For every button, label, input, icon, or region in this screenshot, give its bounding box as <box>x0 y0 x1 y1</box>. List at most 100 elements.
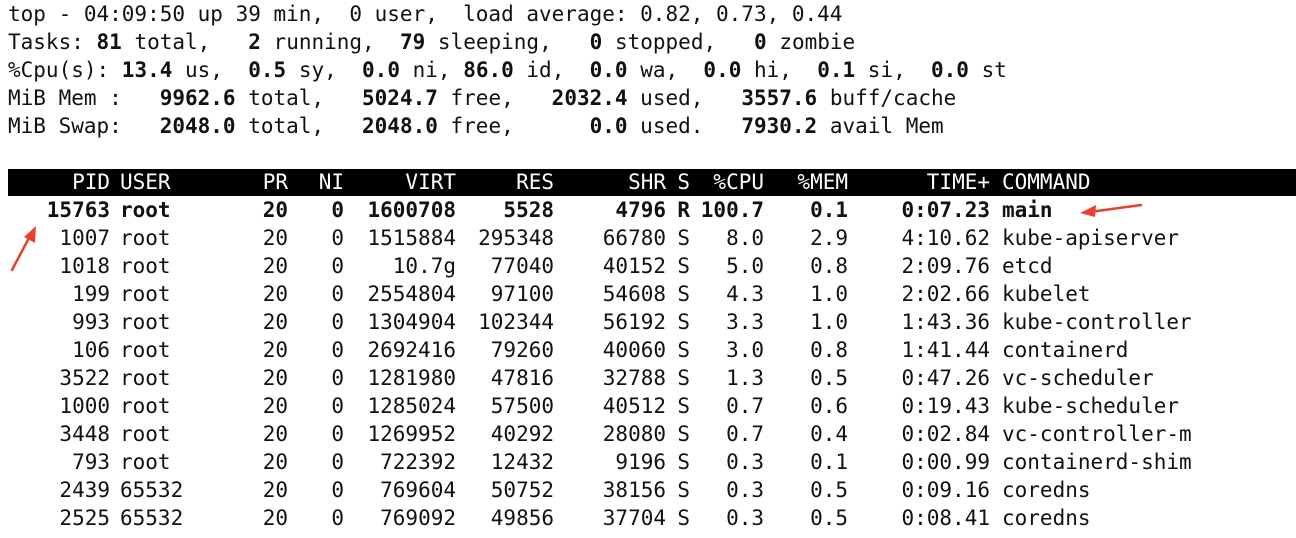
process-row[interactable]: 2439 65532 20 0 769604 50752 38156 S 0.3 0.5 0:09.… <box>8 476 1296 504</box>
swap-avail-mem: 7930.2 <box>741 114 818 138</box>
process-row[interactable]: 1000 root 20 0 1285024 57500 40512 S 0.7 0.6 0:19.… <box>8 392 1296 420</box>
process-time: 1:43.36 <box>901 310 990 334</box>
process-command: kube-controller <box>1002 310 1192 334</box>
process-priority: 20 <box>262 310 288 334</box>
cpu-st-label: st <box>968 58 1007 82</box>
process-res: 47816 <box>490 366 554 390</box>
cpu-us: 13.4 <box>121 58 173 82</box>
process-user: root <box>120 450 171 474</box>
col-header-shr[interactable]: SHR <box>628 170 666 194</box>
process-user: root <box>120 394 171 418</box>
process-priority: 20 <box>262 226 288 250</box>
col-header-command[interactable]: COMMAND <box>1002 170 1091 194</box>
cpu-st: 0.0 <box>931 58 969 82</box>
process-time: 2:09.76 <box>901 254 990 278</box>
mem-used-label: used, <box>627 86 742 110</box>
process-priority: 20 <box>262 338 288 362</box>
tasks-stopped: 0 <box>589 30 603 54</box>
process-shr: 32788 <box>602 366 666 390</box>
process-row[interactable]: 993 root 20 0 1304904 102344 56192 S 3.3 1.0 1:43.… <box>8 308 1296 336</box>
swap-prefix: MiB Swap: <box>8 114 160 138</box>
process-state: S <box>677 450 690 474</box>
process-mem: 0.1 <box>810 198 848 222</box>
process-state: S <box>677 478 690 502</box>
col-header-user[interactable]: USER <box>120 170 171 194</box>
col-header-cpu[interactable]: %CPU <box>713 170 764 194</box>
cpu-id: 86.0 <box>463 58 514 82</box>
process-shr: 37704 <box>602 506 666 530</box>
process-row[interactable]: 1018 root 20 0 10.7g 77040 40152 S 5.0 0.8 2:09.76… <box>8 252 1296 280</box>
process-shr: 4796 <box>615 198 666 222</box>
process-res: 57500 <box>490 394 554 418</box>
process-mem: 1.0 <box>810 310 848 334</box>
process-nice: 0 <box>331 394 344 418</box>
process-row[interactable]: 106 root 20 0 2692416 79260 40060 S 3.0 0.8 1:41.4… <box>8 336 1296 364</box>
process-state: S <box>677 310 690 334</box>
process-cpu: 0.7 <box>726 422 764 446</box>
process-command: main <box>1002 198 1053 222</box>
process-nice: 0 <box>331 226 344 250</box>
process-state: R <box>677 198 690 222</box>
col-header-virt[interactable]: VIRT <box>405 170 456 194</box>
process-row[interactable]: 3448 root 20 0 1269952 40292 28080 S 0.7 0.4 0:02.… <box>8 420 1296 448</box>
process-nice: 0 <box>331 254 344 278</box>
col-header-time[interactable]: TIME+ <box>926 170 990 194</box>
process-user: root <box>120 366 171 390</box>
process-pid: 3448 <box>59 422 110 446</box>
tasks-zombie: 0 <box>754 30 767 54</box>
process-cpu: 0.3 <box>726 450 764 474</box>
process-state: S <box>677 282 690 306</box>
col-header-pr[interactable]: PR <box>262 170 288 194</box>
process-mem: 0.6 <box>810 394 848 418</box>
process-cpu: 0.3 <box>726 506 764 530</box>
process-row[interactable]: 199 root 20 0 2554804 97100 54608 S 4.3 1.0 2:02.6… <box>8 280 1296 308</box>
uptime-line: top - 04:09:50 up 39 min, 0 user, load a… <box>8 2 843 26</box>
process-pid: 1007 <box>59 226 110 250</box>
process-user: root <box>120 310 171 334</box>
tasks-running: 2 <box>248 30 261 54</box>
process-res: 49856 <box>490 506 554 530</box>
col-header-ni[interactable]: NI <box>318 170 344 194</box>
process-cpu: 1.3 <box>726 366 764 390</box>
process-mem: 2.9 <box>810 226 848 250</box>
process-command: etcd <box>1002 254 1053 278</box>
swap-used: 0.0 <box>589 114 628 138</box>
process-cpu: 8.0 <box>726 226 764 250</box>
process-time: 0:19.43 <box>901 394 990 418</box>
process-time: 4:10.62 <box>901 226 990 250</box>
process-res: 295348 <box>478 226 554 250</box>
tasks-total: 81 <box>96 30 122 54</box>
process-priority: 20 <box>262 366 288 390</box>
tasks-running-label: running, <box>260 30 400 54</box>
process-user: 65532 <box>120 478 184 502</box>
process-priority: 20 <box>262 478 288 502</box>
col-header-res[interactable]: RES <box>516 170 554 194</box>
process-row[interactable]: 15763 root 20 0 1600708 5528 4796 R 100.7 0.1 0:07… <box>8 196 1296 224</box>
process-row[interactable]: 793 root 20 0 722392 12432 9196 S 0.3 0.1 0:00.99 c… <box>8 448 1296 476</box>
col-header-mem[interactable]: %MEM <box>797 170 848 194</box>
cpu-hi: 0.0 <box>703 58 742 82</box>
process-state: S <box>677 226 690 250</box>
process-pid: 199 <box>72 282 110 306</box>
process-time: 2:02.66 <box>901 282 990 306</box>
process-pid: 1000 <box>59 394 110 418</box>
process-pid: 3522 <box>59 366 110 390</box>
process-shr: 40152 <box>602 254 666 278</box>
col-header-pid[interactable]: PID <box>72 170 110 194</box>
process-time: 0:02.84 <box>901 422 990 446</box>
process-virt: 2554804 <box>367 282 456 306</box>
process-nice: 0 <box>331 478 344 502</box>
col-header-state[interactable]: S <box>677 170 690 194</box>
process-row[interactable]: 1007 root 20 0 1515884 295348 66780 S 8.0 2.9 4:10… <box>8 224 1296 252</box>
process-mem: 0.4 <box>810 422 848 446</box>
swap-total-label: total, <box>235 114 363 138</box>
cpu-si-label: si, <box>855 58 932 82</box>
process-nice: 0 <box>331 282 344 306</box>
process-user: root <box>120 282 171 306</box>
process-cpu: 0.3 <box>726 478 764 502</box>
mem-buff-cache: 3557.6 <box>741 86 818 110</box>
process-row[interactable]: 2525 65532 20 0 769092 49856 37704 S 0.3 0.5 0:08.… <box>8 504 1296 532</box>
process-row[interactable]: 3522 root 20 0 1281980 47816 32788 S 1.3 0.5 0:47.… <box>8 364 1296 392</box>
process-virt: 769092 <box>380 506 456 530</box>
